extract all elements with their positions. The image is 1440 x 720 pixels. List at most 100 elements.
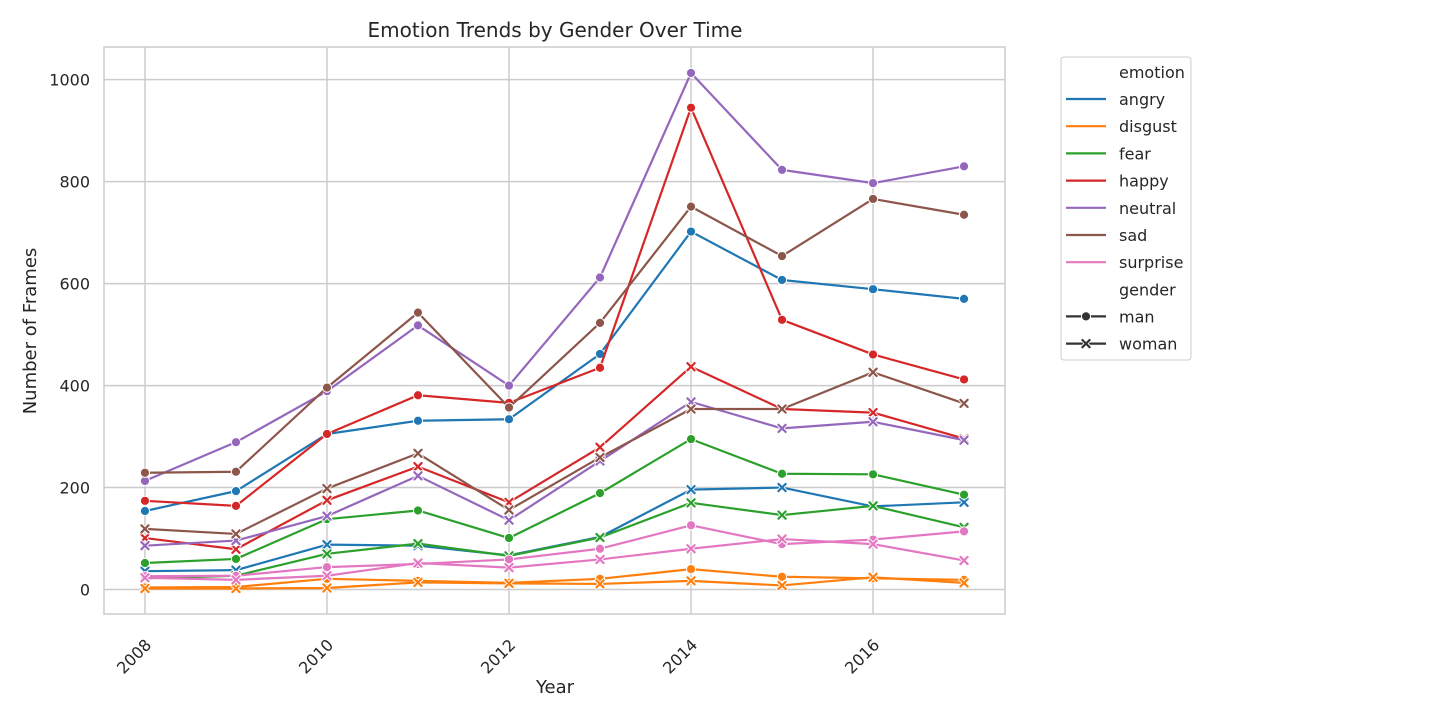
data-point [867,193,879,205]
data-point [776,314,788,325]
series-line [143,568,966,589]
chart-title: Emotion Trends by Gender Over Time [368,18,743,42]
series-fear-man [139,434,970,569]
data-point [230,500,242,512]
plot-frame [103,46,1006,615]
data-point [867,469,879,480]
data-point [776,533,788,545]
legend-marker [1080,311,1092,322]
data-point [503,554,515,565]
data-point [230,582,242,595]
x-axis-title: Year [535,677,575,698]
data-point [776,481,788,494]
series-surprise-woman [139,533,970,586]
plot-area [103,46,1006,615]
data-point [867,500,879,512]
data-point [503,414,515,425]
data-point [139,532,151,544]
data-point [958,161,970,172]
y-axis: 0 200 400 600 800 1000 [49,71,90,600]
data-point [685,575,697,587]
data-point [321,570,333,582]
data-point [685,564,697,575]
data-point [139,505,151,517]
legend-label: woman [1119,335,1177,354]
data-point [503,532,515,544]
data-point [503,402,515,413]
data-point [139,467,151,478]
data-point [958,554,970,567]
legend-box [1060,56,1192,361]
y-tick-label: 600 [59,275,90,294]
data-point [139,582,151,595]
data-point [776,422,788,434]
data-point [958,374,970,385]
legend-title-emotion: emotion [1119,63,1185,82]
data-point [503,562,515,574]
series-neutral-man [139,67,970,487]
data-point [230,574,242,586]
data-point [685,434,697,445]
legend-item-happy: happy [1066,172,1169,191]
y-tick-label: 200 [59,479,90,498]
data-point [503,380,515,391]
series-disgust-woman [139,571,970,595]
x-tick-label: 2016 [841,635,883,677]
legend-label: surprise [1119,253,1183,272]
legend-marker [1080,338,1092,350]
x-tick-label: 2012 [477,635,519,677]
data-point [685,361,697,373]
series-line [143,438,966,565]
data-point [867,284,879,295]
data-point [412,505,424,516]
data-point [958,577,970,589]
data-point [412,320,424,331]
series-layer [139,67,970,595]
data-point [958,526,970,537]
data-point [685,67,697,79]
data-point [412,415,424,426]
data-point [685,201,697,212]
data-point [594,441,606,453]
series-line [143,106,966,507]
y-tick-label: 1000 [49,71,90,90]
data-point [321,561,333,573]
data-point [776,250,788,262]
data-point [321,582,333,594]
data-point [139,495,151,506]
legend-item-fear: fear [1066,144,1151,163]
data-point [958,489,970,500]
data-point [594,451,606,464]
legend-item-angry: angry [1066,90,1165,109]
data-point [412,557,424,569]
data-point [321,548,333,560]
data-point [776,468,788,479]
data-point [503,514,515,526]
data-point [594,317,606,328]
data-point [776,403,788,415]
data-point [321,382,333,393]
data-point [230,543,242,555]
legend: emotion angry disgust fear happy neutral sad su… [1060,56,1192,361]
data-point [776,571,788,582]
data-point [776,579,788,592]
data-point [958,293,970,304]
x-axis: 2008 2010 2012 2014 2016 [113,635,883,677]
data-point [594,488,606,499]
data-point [776,164,788,175]
series-sad-woman [139,366,970,540]
data-point [594,543,606,554]
y-tick-label: 0 [80,581,90,600]
data-point [594,553,606,566]
data-point [412,447,424,459]
data-point [958,397,970,410]
data-point [594,272,606,283]
series-line [143,400,966,547]
series-line [143,230,966,513]
data-point [139,523,151,535]
x-tick-label: 2008 [113,635,155,677]
data-point [412,538,424,550]
legend-label: neutral [1119,199,1176,218]
legend-item-sad: sad [1066,226,1147,245]
data-point [685,102,697,113]
